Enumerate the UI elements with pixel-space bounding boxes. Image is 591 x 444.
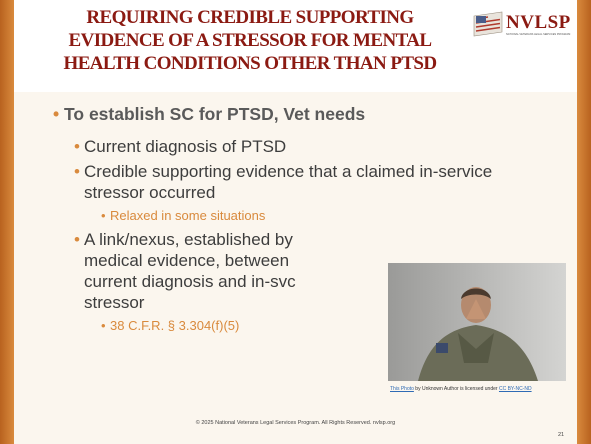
bullet: A link/nexus, established by medical evi… xyxy=(84,229,304,313)
title-line: EVIDENCE OF A STRESSOR FOR MENTAL xyxy=(30,29,470,52)
title-line: REQUIRING CREDIBLE SUPPORTING xyxy=(30,6,470,29)
bullet-lead: To establish SC for PTSD, Vet needs xyxy=(64,104,365,125)
bullet: Credible supporting evidence that a clai… xyxy=(84,161,554,203)
page: {"header": {"title_lines": ["REQUIRING C… xyxy=(0,0,591,444)
page-number: 21 xyxy=(558,432,564,438)
caption-link[interactable]: This Photo xyxy=(390,386,414,392)
photo-caption: This Photo by Unknown Author is licensed… xyxy=(390,386,532,392)
footer: © 2025 National Veterans Legal Services … xyxy=(0,420,591,426)
photo xyxy=(388,263,566,381)
logo-subtitle: NATIONAL VETERANS LEGAL SERVICES PROGRAM xyxy=(506,33,570,36)
license-link[interactable]: CC BY-NC-ND xyxy=(499,386,532,392)
logo-text: NVLSP xyxy=(506,12,571,34)
logo: NVLSP NATIONAL VETERANS LEGAL SERVICES P… xyxy=(472,8,570,42)
title-line: HEALTH CONDITIONS OTHER THAN PTSD xyxy=(30,52,470,75)
sub-bullet: Relaxed in some situations xyxy=(110,207,560,225)
bullet: Current diagnosis of PTSD xyxy=(84,136,560,157)
slide-title: REQUIRING CREDIBLE SUPPORTING EVIDENCE O… xyxy=(30,6,470,75)
slide: REQUIRING CREDIBLE SUPPORTING EVIDENCE O… xyxy=(0,0,591,444)
caption-text: by Unknown Author is licensed under xyxy=(415,386,497,392)
logo-flag xyxy=(472,10,504,40)
